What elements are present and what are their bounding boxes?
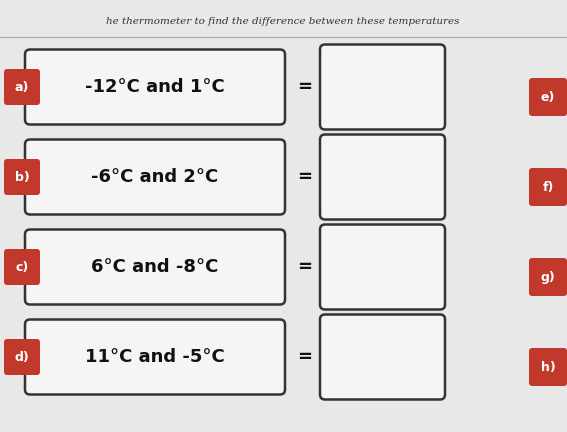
Text: e): e) bbox=[541, 90, 555, 104]
FancyBboxPatch shape bbox=[529, 258, 567, 296]
Text: a): a) bbox=[15, 80, 29, 93]
FancyBboxPatch shape bbox=[320, 225, 445, 309]
FancyBboxPatch shape bbox=[4, 249, 40, 285]
Text: =: = bbox=[298, 258, 312, 276]
FancyBboxPatch shape bbox=[529, 168, 567, 206]
Text: 11°C and -5°C: 11°C and -5°C bbox=[85, 348, 225, 366]
Text: d): d) bbox=[15, 350, 29, 363]
FancyBboxPatch shape bbox=[4, 339, 40, 375]
FancyBboxPatch shape bbox=[25, 229, 285, 305]
FancyBboxPatch shape bbox=[320, 314, 445, 400]
FancyBboxPatch shape bbox=[25, 50, 285, 124]
Text: =: = bbox=[298, 348, 312, 366]
Text: 6°C and -8°C: 6°C and -8°C bbox=[91, 258, 219, 276]
Text: =: = bbox=[298, 78, 312, 96]
FancyBboxPatch shape bbox=[25, 320, 285, 394]
FancyBboxPatch shape bbox=[529, 348, 567, 386]
Text: =: = bbox=[298, 168, 312, 186]
Text: -12°C and 1°C: -12°C and 1°C bbox=[85, 78, 225, 96]
FancyBboxPatch shape bbox=[320, 134, 445, 219]
Text: he thermometer to find the difference between these temperatures: he thermometer to find the difference be… bbox=[106, 18, 460, 26]
Text: c): c) bbox=[15, 260, 28, 273]
FancyBboxPatch shape bbox=[529, 78, 567, 116]
Text: f): f) bbox=[542, 181, 554, 194]
FancyBboxPatch shape bbox=[4, 69, 40, 105]
Text: b): b) bbox=[15, 171, 29, 184]
Text: g): g) bbox=[540, 270, 555, 283]
FancyBboxPatch shape bbox=[4, 159, 40, 195]
Text: h): h) bbox=[540, 360, 555, 374]
FancyBboxPatch shape bbox=[25, 140, 285, 215]
FancyBboxPatch shape bbox=[320, 44, 445, 130]
Text: -6°C and 2°C: -6°C and 2°C bbox=[91, 168, 219, 186]
